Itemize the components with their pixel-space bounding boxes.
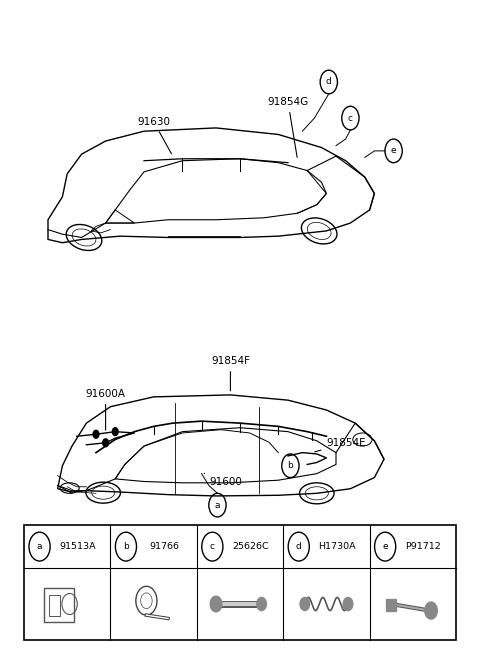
Circle shape xyxy=(300,598,310,611)
Text: 91854G: 91854G xyxy=(267,97,309,157)
Text: 91854F: 91854F xyxy=(211,356,250,391)
Text: b: b xyxy=(288,461,293,470)
Text: H1730A: H1730A xyxy=(318,542,356,551)
Circle shape xyxy=(210,596,222,612)
Circle shape xyxy=(257,598,266,611)
Text: P91712: P91712 xyxy=(405,542,441,551)
Text: 91600: 91600 xyxy=(204,474,242,487)
Text: a: a xyxy=(215,501,220,510)
Text: b: b xyxy=(123,542,129,551)
Text: 91630: 91630 xyxy=(137,117,171,154)
Circle shape xyxy=(103,439,108,447)
Text: e: e xyxy=(391,146,396,155)
Circle shape xyxy=(112,428,118,436)
Text: 91513A: 91513A xyxy=(59,542,96,551)
FancyBboxPatch shape xyxy=(386,599,396,611)
Text: 91766: 91766 xyxy=(149,542,179,551)
Text: 25626C: 25626C xyxy=(232,542,269,551)
Circle shape xyxy=(93,430,99,438)
Circle shape xyxy=(343,598,353,611)
Text: a: a xyxy=(37,542,42,551)
Text: d: d xyxy=(326,77,332,87)
Text: e: e xyxy=(383,542,388,551)
Text: d: d xyxy=(296,542,301,551)
Circle shape xyxy=(425,602,437,619)
Text: c: c xyxy=(348,113,353,123)
Text: 91600A: 91600A xyxy=(85,389,126,430)
Text: 91854E: 91854E xyxy=(315,438,366,452)
Text: c: c xyxy=(210,542,215,551)
